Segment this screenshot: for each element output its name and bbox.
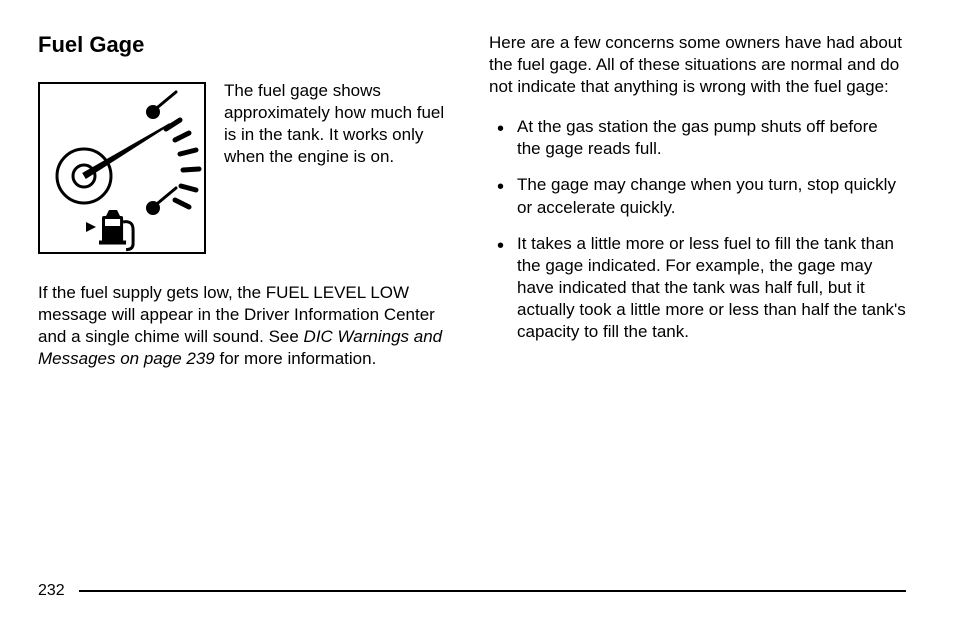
list-item: The gage may change when you turn, stop … [517,174,906,218]
fuel-gauge-diagram [38,82,206,254]
footer-rule [79,590,906,592]
section-heading: Fuel Gage [38,32,455,58]
list-item: It takes a little more or less fuel to f… [517,233,906,343]
low-fuel-paragraph: If the fuel supply gets low, the FUEL LE… [38,282,455,370]
para-text-post: for more information. [215,349,377,368]
left-column: Fuel Gage The fuel gage s [38,32,455,388]
page-number: 232 [38,582,65,600]
page-footer: 232 [38,582,906,600]
right-column: Here are a few concerns some owners have… [489,32,906,388]
intro-paragraph: The fuel gage shows approximately how mu… [224,76,455,254]
list-item: At the gas station the gas pump shuts of… [517,116,906,160]
concerns-intro: Here are a few concerns some owners have… [489,32,906,98]
concerns-list: At the gas station the gas pump shuts of… [489,116,906,343]
